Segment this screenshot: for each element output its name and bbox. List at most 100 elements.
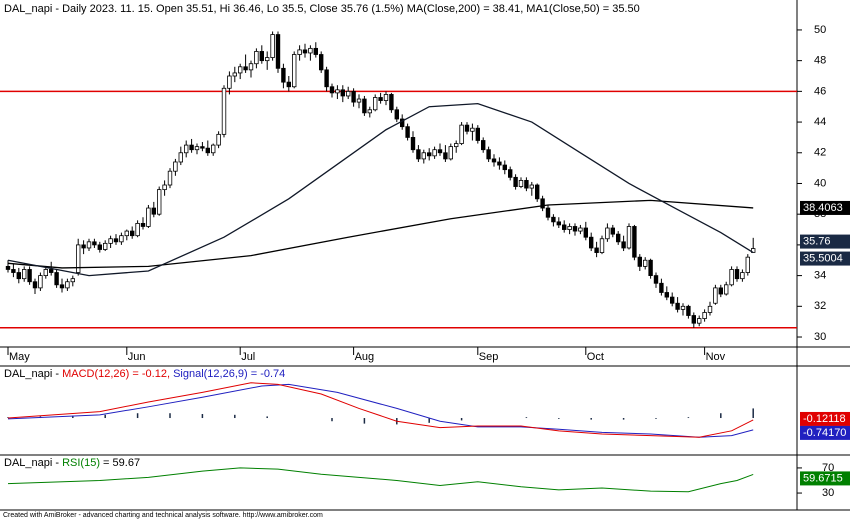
candle-body (70, 278, 75, 283)
candle-body (151, 207, 156, 215)
candle-body (426, 152, 432, 157)
candle-body (718, 287, 723, 295)
candle-body (578, 227, 583, 232)
value-box (800, 411, 850, 426)
candle-body (92, 241, 97, 246)
candle-body (167, 170, 173, 186)
candle-body (205, 147, 210, 154)
candle-body (383, 94, 389, 101)
candle-body (243, 66, 248, 71)
candle-body (5, 265, 11, 270)
candle-body (399, 118, 405, 128)
signal-label: Signal(12,26,9) = -0.74 (173, 368, 285, 380)
candle-body (697, 318, 702, 324)
candle-body (680, 305, 686, 310)
candle-body (264, 57, 270, 62)
candle-body (189, 144, 194, 151)
candle-body (32, 281, 38, 289)
candle-body (324, 69, 329, 88)
candle-body (108, 238, 113, 244)
candle-body (421, 152, 426, 160)
macd-prefix: DAL_napi - (4, 368, 62, 380)
candle-body (135, 222, 140, 237)
candle-body (237, 66, 243, 74)
candle-body (664, 292, 669, 298)
x-tick-label: Sep (479, 351, 499, 363)
value-box-label: 59.6715 (803, 472, 843, 484)
candle-body (308, 47, 313, 54)
candle-body (302, 49, 308, 54)
candle-body (389, 94, 394, 111)
candle-body (286, 81, 291, 88)
candle-body (691, 315, 696, 324)
candle-body (113, 238, 119, 243)
candle-body (140, 222, 146, 227)
candle-body (119, 235, 124, 243)
candle-body (410, 137, 416, 151)
candle-body (535, 184, 540, 200)
candle-body (702, 312, 707, 319)
candle-body (513, 176, 518, 187)
line-series (7, 382, 754, 438)
candle-body (124, 230, 129, 237)
macd-header: DAL_napi - MACD(12,26) = -0.12, Signal(1… (4, 368, 285, 380)
candle-body (610, 227, 615, 235)
candle-body (146, 207, 151, 227)
candle-body (551, 216, 556, 223)
candle-body (178, 152, 183, 163)
candle-body (21, 269, 27, 280)
line-series (7, 102, 754, 277)
candle-body (572, 226, 578, 232)
y-tick-label: 42 (814, 147, 826, 159)
y-tick-label: 32 (814, 300, 826, 312)
candle-body (729, 269, 734, 286)
rsi-header: DAL_napi - RSI(15) = 59.67 (4, 457, 140, 469)
close-box (800, 234, 850, 249)
candle-body (162, 184, 167, 191)
candle-body (594, 247, 599, 253)
candle-body (81, 244, 86, 249)
candle-body (416, 149, 421, 160)
candle-body (648, 259, 653, 277)
candle-body (443, 152, 448, 160)
candle-body (616, 233, 621, 243)
candle-body (221, 87, 227, 135)
candle-body (632, 226, 637, 258)
candle-body (432, 149, 437, 157)
close-box-label: 35.76 (803, 235, 831, 247)
candle-body (313, 47, 318, 55)
candle-body (724, 284, 729, 295)
candle-body (27, 269, 32, 283)
candle-body (232, 72, 237, 77)
footer: Created with AmiBroker - advanced charti… (3, 512, 323, 519)
candle-body (335, 89, 340, 94)
candle-body (734, 269, 740, 280)
candle-body (626, 226, 632, 249)
x-tick-label: Jul (241, 351, 255, 363)
candle-body (76, 244, 81, 273)
y-tick-label: 30 (822, 487, 834, 499)
candle-body (216, 133, 221, 146)
candle-body (43, 269, 48, 277)
candle-body (507, 169, 513, 178)
value-box-label: -0.12118 (803, 413, 846, 425)
candle-body (297, 49, 302, 55)
macd-label: MACD(12,26) = -0.12, (62, 368, 170, 380)
candle-body (129, 230, 135, 237)
candle-body (453, 143, 459, 148)
y-tick-label: 40 (814, 177, 826, 189)
candle-body (103, 242, 108, 250)
candle-body (65, 281, 70, 289)
candle-body (318, 54, 324, 71)
candle-body (281, 67, 286, 83)
candle-body (394, 109, 399, 120)
candle-body (270, 34, 275, 58)
candle-body (675, 302, 680, 310)
candle-body (16, 272, 21, 280)
y-tick-label: 34 (814, 270, 826, 282)
candle-body (459, 124, 464, 144)
candle-body (356, 98, 362, 103)
